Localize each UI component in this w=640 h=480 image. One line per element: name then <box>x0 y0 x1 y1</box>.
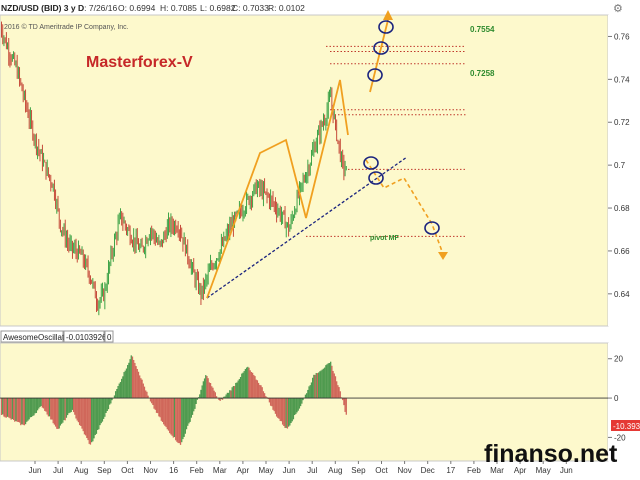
price-axis-bg <box>608 15 640 326</box>
low-label: L: 0.6982 <box>200 3 236 13</box>
target-circle <box>367 68 383 82</box>
price-tick-label: 0.72 <box>614 118 630 127</box>
x-tick-label: Jul <box>307 466 317 475</box>
price-panel-bg <box>0 14 609 327</box>
target-circle <box>368 171 384 185</box>
x-tick-label: 17 <box>446 466 455 475</box>
target-circle <box>373 41 389 55</box>
price-tick-label: 0.74 <box>614 75 630 84</box>
ao-last-label: -10.393 <box>613 422 640 431</box>
range-label: R: 0.0102 <box>268 3 305 13</box>
ao-tick-label: 20 <box>614 355 623 364</box>
high-label: H: 0.7085 <box>160 3 197 13</box>
ao-tick-label: 0 <box>614 394 619 403</box>
x-tick-label: Jun <box>29 466 42 475</box>
wave-orange <box>206 79 349 299</box>
x-tick-label: May <box>536 466 551 475</box>
x-tick-label: Feb <box>190 466 204 475</box>
price-bars <box>1 21 347 316</box>
x-tick-label: Apr <box>237 466 250 475</box>
overlays <box>206 10 466 299</box>
ao-zero-label: 0 <box>107 333 112 342</box>
ao-title: AwesomeOscillator <box>3 333 72 342</box>
x-tick-label: Jul <box>53 466 63 475</box>
price-tick-label: 0.76 <box>614 32 630 41</box>
arrow-up-icon <box>383 10 393 20</box>
arrow-down-icon <box>438 252 448 260</box>
ao-tick-label: -20 <box>614 433 626 442</box>
x-tick-label: Nov <box>143 466 157 475</box>
target-circle <box>363 156 379 170</box>
x-tick-label: Jun <box>560 466 573 475</box>
ao-title-box <box>0 330 64 343</box>
x-tick-label: 16 <box>169 466 178 475</box>
ao-last-box <box>611 420 640 431</box>
trend-line-blue <box>206 156 408 299</box>
x-tick-label: Apr <box>514 466 527 475</box>
date-label: D: 7/26/16 <box>78 3 117 13</box>
copyright-label: 2016 © TD Ameritrade IP Company, Inc. <box>4 23 129 31</box>
target-circle <box>424 221 440 235</box>
ao-value: -0.0103926 <box>66 333 107 342</box>
ao-axis-bg <box>608 343 640 461</box>
ao-value-box <box>63 330 105 343</box>
x-tick-label: Jun <box>283 466 296 475</box>
watermark: finanso.net <box>484 440 618 468</box>
open-label: O: 0.6994 <box>118 3 156 13</box>
x-tick-label: Feb <box>467 466 481 475</box>
x-tick-label: Oct <box>121 466 134 475</box>
pivot-label: pivot MF <box>370 235 399 242</box>
axes: 0.76 0.74 0.72 0.7 0.68 0.66 0.64 Jun Jul Aug Sep O… <box>29 32 631 475</box>
price-tick-label: 0.64 <box>614 290 630 299</box>
x-tick-label: Mar <box>490 466 504 475</box>
x-tick-label: Dec <box>421 466 435 475</box>
x-tick-label: Mar <box>213 466 227 475</box>
brand-label: Masterforex-V <box>86 54 193 71</box>
x-tick-label: May <box>258 466 273 475</box>
target-circle <box>378 20 394 34</box>
price-tick-label: 0.66 <box>614 247 630 256</box>
close-label: C: 0.7033 <box>232 3 269 13</box>
ao-zero-box <box>104 330 114 343</box>
level-mid-label: 0.7258 <box>470 69 495 78</box>
x-tick-label: Nov <box>397 466 411 475</box>
x-tick-label: Aug <box>328 466 342 475</box>
x-tick-label: Sep <box>97 466 112 475</box>
x-tick-label: Oct <box>375 466 388 475</box>
x-tick-label: Sep <box>351 466 366 475</box>
x-tick-label: Aug <box>74 466 88 475</box>
price-tick-label: 0.68 <box>614 204 630 213</box>
level-high-label: 0.7554 <box>470 25 495 34</box>
ao-bars <box>0 355 608 445</box>
settings-icon[interactable]: ⚙ <box>613 3 623 15</box>
price-tick-label: 0.7 <box>614 161 626 170</box>
symbol-label: NZD/USD (BID) 3 y D <box>1 3 84 13</box>
